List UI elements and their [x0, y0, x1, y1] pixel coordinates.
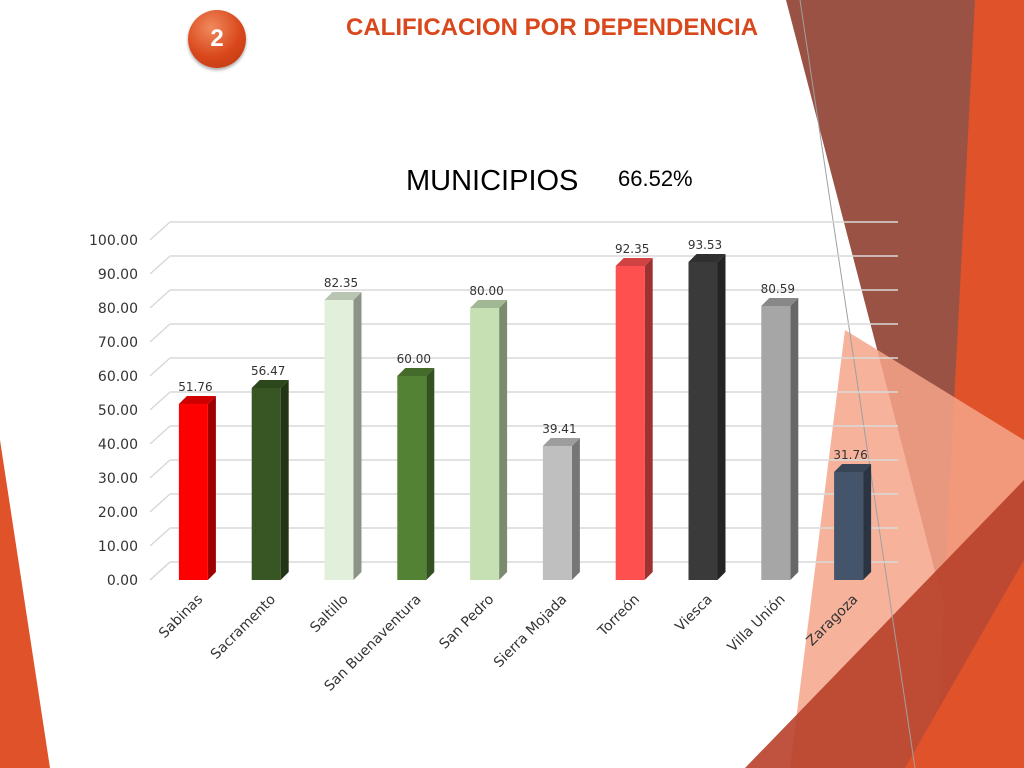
bar	[834, 472, 864, 580]
y-tick-label: 80.00	[98, 301, 138, 317]
y-tick-label: 60.00	[98, 369, 138, 385]
slide-title: CALIFICACION POR DEPENDENCIA	[346, 14, 759, 41]
bar	[615, 266, 645, 580]
x-tick-label: Sierra Mojada	[491, 592, 570, 671]
bar-top	[324, 292, 362, 301]
gridline-left	[149, 323, 171, 343]
bar-side	[426, 368, 435, 580]
bar-side	[571, 438, 580, 580]
bar-side	[280, 380, 289, 580]
bar	[178, 404, 208, 580]
data-label: 92.35	[615, 242, 649, 256]
x-tick-label: Sacramento	[208, 592, 279, 663]
y-tick-label: 0.00	[107, 573, 138, 589]
bar	[688, 261, 718, 580]
bar-top	[397, 368, 435, 376]
bar	[324, 300, 354, 580]
chart-bars: 51.76 56.47 82.35 60.00 80.00 39.41 92.35 93.53…	[178, 238, 872, 581]
gridline-left	[149, 289, 171, 309]
data-label: 80.59	[761, 282, 795, 296]
bar	[397, 376, 427, 580]
data-label: 82.35	[324, 276, 358, 290]
bar-side	[353, 292, 362, 580]
y-tick-label: 10.00	[98, 539, 138, 555]
y-tick-label: 30.00	[98, 471, 138, 487]
data-label: 80.00	[469, 284, 503, 298]
bar-top	[542, 438, 580, 447]
gridline-left	[149, 425, 171, 445]
bar	[251, 388, 281, 580]
gridline-left	[149, 527, 171, 547]
data-label: 51.76	[178, 380, 212, 394]
x-tick-label: Saltillo	[307, 592, 352, 637]
gridline-left	[149, 493, 171, 513]
data-label: 39.41	[542, 422, 576, 436]
bar-top	[688, 253, 726, 262]
gridline-left	[149, 459, 171, 479]
x-tick-label: Zaragoza	[804, 592, 862, 650]
bar-top	[251, 380, 289, 389]
y-tick-label: 50.00	[98, 403, 138, 419]
bar	[761, 305, 791, 580]
data-label: 93.53	[688, 238, 722, 252]
data-label: 60.00	[397, 352, 431, 366]
y-tick-label: 20.00	[98, 505, 138, 521]
x-tick-label: Villa Unión	[725, 592, 789, 656]
gridline-left	[149, 391, 171, 411]
orange-ribbon-bottom	[905, 560, 1024, 768]
bar-top	[761, 297, 799, 306]
bar-side	[790, 297, 799, 580]
data-label: 56.47	[251, 364, 285, 378]
bar-side	[499, 300, 508, 580]
data-label: 31.76	[833, 448, 867, 462]
y-tick-label: 90.00	[98, 267, 138, 283]
bar-top	[470, 300, 508, 308]
slide-number-badge: 2	[188, 10, 246, 68]
gridline-left	[149, 357, 171, 377]
bar-top	[178, 396, 216, 405]
x-tick-label: Viesca	[672, 592, 715, 635]
floor-edge	[149, 561, 171, 581]
y-tick-label: 40.00	[98, 437, 138, 453]
bar-top	[615, 258, 653, 267]
x-tick-label: Sabinas	[156, 592, 206, 642]
bar-side	[863, 464, 872, 580]
bar-side	[717, 253, 726, 581]
gridline-left	[149, 221, 171, 241]
overall-percentage: 66.52%	[618, 166, 693, 191]
thin-line	[799, 0, 916, 768]
chart-title: MUNICIPIOS	[406, 165, 579, 197]
x-tick-label: Torreón	[594, 592, 643, 641]
bar-top	[834, 464, 872, 473]
bar	[470, 308, 500, 580]
bar-side	[207, 396, 216, 580]
y-tick-label: 100.00	[89, 233, 138, 249]
gridline-left	[149, 255, 171, 275]
y-tick-label: 70.00	[98, 335, 138, 351]
left-orange-shard	[0, 440, 50, 768]
x-tick-label: San Pedro	[436, 592, 497, 653]
bar	[542, 446, 572, 580]
y-axis: 0.00 10.00 20.00 30.00 40.00 50.00 60.00 70.00 8…	[89, 233, 138, 589]
bar-side	[644, 258, 653, 580]
